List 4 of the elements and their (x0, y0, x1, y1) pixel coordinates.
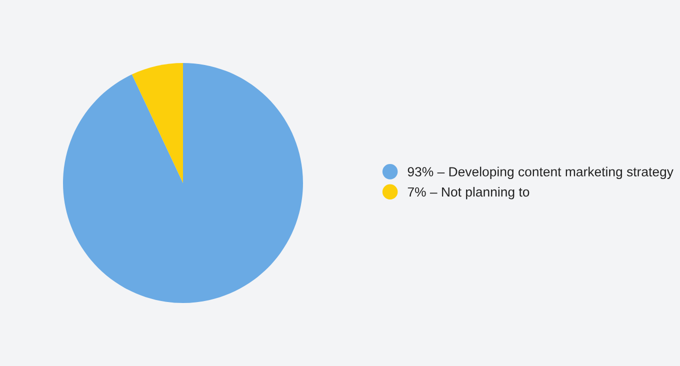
pie-slice (63, 63, 303, 303)
pie-slice (132, 63, 183, 183)
legend-label: 93% – Developing content marketing strategy (408, 166, 674, 180)
legend-label: 7% – Not planning to (408, 186, 530, 200)
